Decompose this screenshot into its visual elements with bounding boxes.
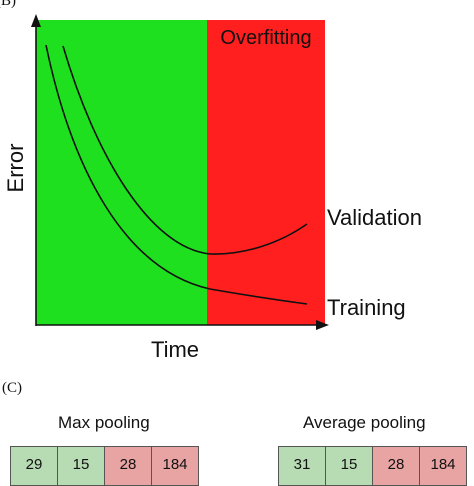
max-pooling-title: Max pooling <box>58 413 150 432</box>
max-pooling-cell: 28 <box>104 446 152 486</box>
panel-label-b: (B) <box>0 0 16 9</box>
average-pooling-cell: 31 <box>278 446 326 486</box>
x-axis-arrowhead <box>316 320 329 330</box>
x-axis-label: Time <box>151 337 199 362</box>
average-pooling-cell: 184 <box>419 446 467 486</box>
overfitting-region <box>207 20 325 325</box>
overfitting-diagram: Overfitting Error Time Validation Traini… <box>3 14 422 362</box>
average-pooling-title: Average pooling <box>303 413 426 432</box>
validation-curve-label: Validation <box>327 205 422 230</box>
max-pooling-cell: 29 <box>10 446 58 486</box>
good-fit-region <box>36 20 207 325</box>
max-pooling-row: 29 15 28 184 <box>10 446 199 486</box>
panel-label-c: (C) <box>2 380 22 396</box>
y-axis-label: Error <box>3 144 28 193</box>
average-pooling-cell: 15 <box>325 446 373 486</box>
training-curve-label: Training <box>327 295 406 320</box>
max-pooling-cell: 15 <box>57 446 105 486</box>
overfitting-plot: Overfitting Error Time Validation Traini… <box>3 14 422 362</box>
training-curve <box>45 44 308 305</box>
overfitting-label: Overfitting <box>220 27 311 49</box>
max-pooling-cell: 184 <box>151 446 199 486</box>
average-pooling-cell: 28 <box>372 446 420 486</box>
average-pooling-row: 31 15 28 184 <box>278 446 467 486</box>
validation-curve <box>62 45 308 255</box>
y-axis-arrowhead <box>31 14 41 27</box>
